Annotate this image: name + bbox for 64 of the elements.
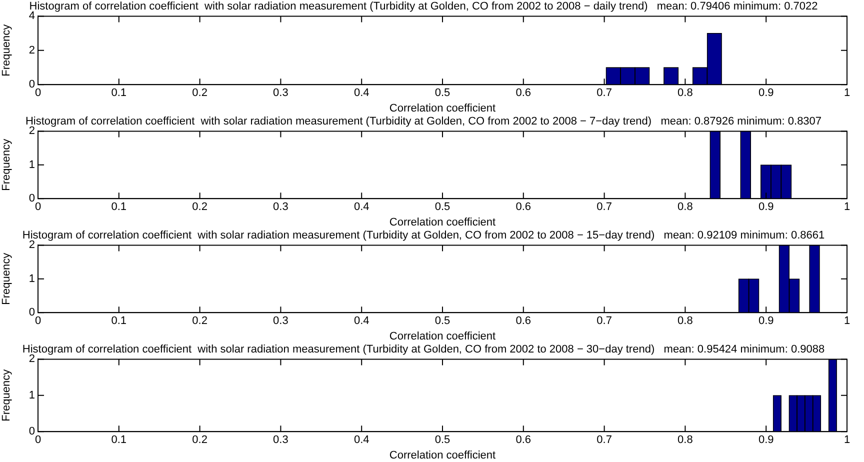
x-tick-label: 0.4 <box>354 87 370 100</box>
x-tick-label: 0.1 <box>111 434 127 446</box>
x-tick-label: 0.5 <box>434 201 450 214</box>
y-tick-label: 0 <box>28 78 35 91</box>
x-axis-title: Correlation coefficient <box>389 216 496 228</box>
y-tick-label: 2 <box>28 125 35 138</box>
x-tick-label: 0.5 <box>434 87 450 100</box>
x-axis-title: Correlation coefficient <box>389 449 496 462</box>
chart-title: Histogram of correlation coefficient with solar radiation measurement (Turbidity at Golden, CO from 2002 to 2008 − 7−day trend) mean: 0.87926 minimum: 0.8307 <box>25 116 822 128</box>
y-axis-title: Frequency <box>0 138 13 191</box>
y-tick-label: 2 <box>28 353 35 366</box>
x-tick-label: 0.3 <box>273 87 288 100</box>
y-tick-label: 4 <box>28 10 35 22</box>
x-tick-label: 0.9 <box>758 434 774 446</box>
y-tick-label: 2 <box>28 239 35 252</box>
x-tick-label: 0.4 <box>354 434 370 446</box>
x-tick-label: 0.2 <box>192 315 208 328</box>
x-tick-label: 0.1 <box>111 87 127 100</box>
x-tick-label: 0.6 <box>516 315 532 328</box>
x-tick-label: 0.8 <box>678 201 693 214</box>
chart-title: Histogram of correlation coefficient with solar radiation measurement (Turbidity at Golden, CO from 2002 to 2008 − daily trend) mean: 0.79406 minimum: 0.7022 <box>29 0 818 13</box>
x-tick-label: 0.1 <box>111 315 127 328</box>
x-axis-title: Correlation coefficient <box>389 330 496 342</box>
x-tick-label: 0.6 <box>516 201 532 214</box>
x-tick-label: 1 <box>844 201 850 214</box>
x-tick-label: 0.9 <box>758 201 774 214</box>
x-tick-label: 1 <box>844 87 850 100</box>
y-tick-label: 1 <box>28 158 35 171</box>
chart-title: Histogram of correlation coefficient with solar radiation measurement (Turbidity at Golden, CO from 2002 to 2008 − 15−day trend) mean: 0.92109 minimum: 0.8661 <box>22 230 825 242</box>
y-tick-label: 0 <box>28 426 35 438</box>
x-tick-label: 0.7 <box>596 434 612 446</box>
x-tick-label: 0.6 <box>516 434 532 446</box>
x-tick-label: 0.5 <box>434 315 450 328</box>
y-axis-title: Frequency <box>0 252 13 305</box>
x-tick-label: 0.7 <box>596 87 612 100</box>
y-tick-label: 1 <box>28 272 35 285</box>
x-tick-label: 0.7 <box>596 201 612 214</box>
x-tick-label: 1 <box>844 315 850 328</box>
x-tick-label: 0.4 <box>354 201 370 214</box>
x-tick-label: 0.7 <box>596 315 612 328</box>
x-tick-label: 0.3 <box>273 434 288 446</box>
chart-title: Histogram of correlation coefficient with solar radiation measurement (Turbidity at Golden, CO from 2002 to 2008 − 30−day trend) mean: 0.95424 minimum: 0.9088 <box>22 344 825 356</box>
y-tick-label: 1 <box>28 389 35 402</box>
x-tick-label: 0.2 <box>192 434 208 446</box>
x-tick-label: 0.8 <box>678 315 693 328</box>
y-tick-label: 0 <box>28 306 35 319</box>
x-tick-label: 0.1 <box>111 201 127 214</box>
x-tick-label: 0.9 <box>758 87 774 100</box>
y-axis-title: Frequency <box>0 368 13 422</box>
y-tick-label: 0 <box>28 192 35 205</box>
y-tick-label: 2 <box>28 44 35 56</box>
x-tick-label: 0.4 <box>354 315 370 328</box>
x-tick-label: 0.3 <box>273 315 288 328</box>
x-tick-label: 0.6 <box>516 87 532 100</box>
x-tick-label: 1 <box>844 434 850 446</box>
x-tick-label: 0.5 <box>434 434 450 446</box>
x-axis-title: Correlation coefficient <box>389 102 496 114</box>
x-tick-label: 0.9 <box>758 315 774 328</box>
x-tick-label: 0.3 <box>273 201 288 214</box>
x-tick-label: 0.8 <box>678 434 693 446</box>
y-axis-title: Frequency <box>0 24 13 76</box>
x-tick-label: 0.8 <box>678 87 693 100</box>
x-tick-label: 0.2 <box>192 201 208 214</box>
x-tick-label: 0.2 <box>192 87 208 100</box>
